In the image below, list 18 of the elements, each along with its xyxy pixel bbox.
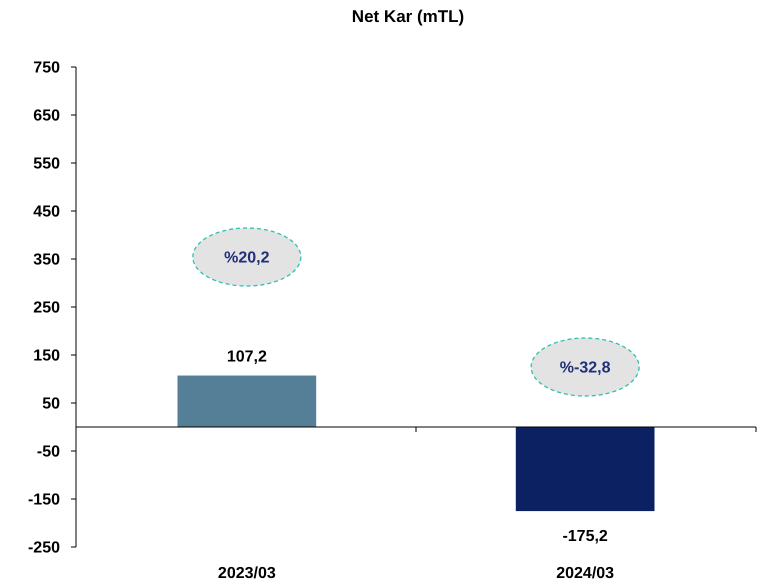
y-tick-label: -250 bbox=[28, 540, 60, 557]
y-tick-label: 450 bbox=[33, 204, 60, 221]
chart-title: Net Kar (mTL) bbox=[352, 7, 464, 26]
annotation: %-32,8 bbox=[560, 360, 611, 377]
y-tick-label: 550 bbox=[33, 156, 60, 173]
y-tick-label: 250 bbox=[33, 300, 60, 317]
data-label: -175,2 bbox=[562, 528, 608, 546]
data-label: 107,2 bbox=[226, 348, 267, 366]
y-tick-label: 50 bbox=[42, 396, 60, 413]
y-tick-label: 750 bbox=[33, 60, 60, 77]
y-tick-label: -50 bbox=[36, 444, 60, 461]
annotation: %20,2 bbox=[224, 250, 270, 267]
y-tick-label: 350 bbox=[33, 252, 60, 269]
y-tick-label: 650 bbox=[33, 108, 60, 125]
x-tick-label: 2024/03 bbox=[556, 565, 614, 582]
y-tick-label: -150 bbox=[28, 492, 60, 509]
y-tick-label: 150 bbox=[33, 348, 60, 365]
x-tick-label: 2023/03 bbox=[218, 565, 276, 582]
